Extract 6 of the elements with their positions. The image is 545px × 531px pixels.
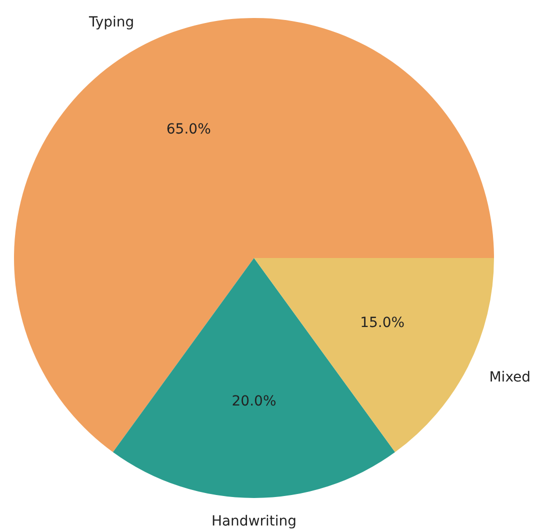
data-label: 65.0%	[166, 121, 211, 138]
data-label: 15.0%	[360, 315, 405, 332]
slice-label: Handwriting	[211, 514, 297, 530]
slice-label: Typing	[88, 14, 134, 30]
slice-label: Mixed	[489, 369, 531, 386]
data-label: 20.0%	[232, 394, 276, 410]
